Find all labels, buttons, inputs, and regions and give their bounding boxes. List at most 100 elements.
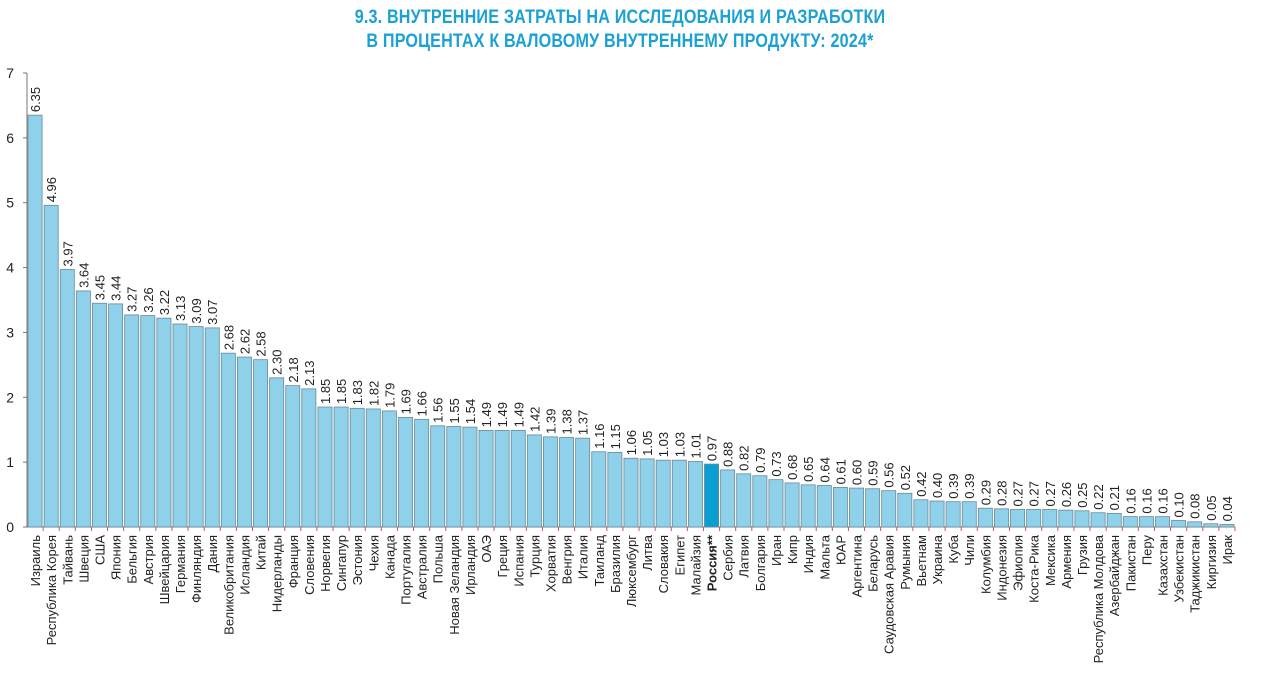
bar: [1106, 512, 1122, 528]
bar: [172, 323, 188, 528]
data-label: 3.22: [157, 290, 172, 315]
category-label: Канада: [382, 534, 397, 579]
data-label: 1.49: [495, 402, 510, 427]
category-label: Греция: [495, 535, 510, 578]
bar: [75, 290, 91, 528]
category-label: Швейцария: [157, 535, 172, 604]
category-label: Таиланд: [592, 535, 607, 587]
category-label: Италия: [576, 535, 591, 579]
bar: [253, 359, 268, 528]
data-label: 1.82: [366, 381, 381, 406]
data-label: 1.55: [447, 398, 462, 423]
category-label: Мальта: [817, 534, 832, 579]
bar: [108, 303, 124, 528]
bar: [1042, 509, 1058, 528]
bar: [478, 429, 494, 528]
category-label: США: [92, 535, 107, 565]
category-label: Исландия: [237, 535, 252, 595]
bar: [365, 408, 381, 528]
data-label: 0.56: [882, 462, 897, 487]
bar: [832, 487, 848, 528]
chart-title-line-2: В ПРОЦЕНТАХ К ВАЛОВОМУ ВНУТРЕННЕМУ ПРОДУ…: [366, 31, 874, 52]
category-label: Португалия: [399, 535, 414, 605]
category-label: Болгария: [753, 535, 768, 591]
data-label: 0.60: [849, 460, 864, 485]
data-label: 0.82: [737, 446, 752, 471]
category-label: Колумбия: [978, 535, 993, 594]
category-label: Румыния: [898, 535, 913, 590]
data-label: 1.49: [511, 402, 526, 427]
category-label: Сербия: [721, 535, 736, 581]
data-label: 3.07: [205, 300, 220, 325]
data-label: 6.35: [28, 87, 43, 112]
data-label: 1.38: [560, 409, 575, 434]
category-label: Узбекистан: [1172, 535, 1187, 603]
data-label: 0.16: [1156, 488, 1171, 513]
y-tick-label: 6: [6, 130, 14, 146]
category-label: Швеция: [76, 535, 91, 583]
bar: [543, 436, 558, 528]
data-label: 1.69: [399, 389, 414, 414]
y-tick-label: 5: [6, 195, 14, 211]
data-label: 1.06: [624, 430, 639, 455]
data-label: 1.66: [415, 391, 430, 416]
data-label: 1.79: [382, 383, 397, 408]
category-label: Турция: [527, 535, 542, 578]
category-label: Израиль: [28, 535, 43, 587]
bar: [607, 452, 623, 528]
bar: [784, 482, 800, 528]
data-label: 1.54: [463, 399, 478, 424]
category-label: Франция: [286, 535, 301, 588]
bar: [1090, 512, 1106, 528]
category-label: Таджикистан: [1188, 535, 1203, 613]
category-label: Республика Молдова: [1091, 534, 1106, 663]
bar: [945, 501, 961, 528]
bar: [1155, 516, 1170, 528]
bar: [124, 314, 140, 528]
data-label: 0.73: [769, 451, 784, 476]
data-label: 3.45: [92, 275, 107, 300]
data-label: 0.22: [1091, 484, 1106, 509]
bar: [269, 377, 285, 528]
category-label: Азербайджан: [1107, 535, 1122, 616]
bar: [1219, 524, 1235, 528]
bar: [994, 508, 1009, 528]
data-label: 0.28: [994, 481, 1009, 506]
bar: [236, 356, 252, 528]
category-label: Ирландия: [463, 535, 478, 595]
bar: [800, 484, 816, 528]
category-label: Латвия: [737, 535, 752, 578]
category-label: Китай: [254, 535, 269, 570]
data-label: 0.88: [721, 442, 736, 467]
category-label: Эфиопия: [1011, 535, 1026, 591]
category-label: Коста-Рика: [1027, 534, 1042, 603]
category-label: Армения: [1059, 535, 1074, 589]
bar: [559, 437, 575, 528]
category-label: Саудовская Аравия: [882, 535, 897, 654]
bar: [639, 458, 655, 528]
bar: [1026, 509, 1042, 528]
data-label: 0.10: [1172, 492, 1187, 517]
y-tick-label: 3: [6, 324, 14, 340]
y-tick-label: 0: [6, 519, 14, 535]
data-label: 0.27: [1027, 481, 1042, 506]
data-label: 1.42: [527, 407, 542, 432]
category-label: Хорватия: [543, 535, 558, 592]
category-label: Беларусь: [866, 535, 881, 592]
category-label: Бельгия: [125, 535, 140, 584]
bar: [575, 437, 591, 528]
category-label: Кипр: [785, 535, 800, 564]
bar: [446, 426, 462, 528]
category-label: Пакистан: [1123, 535, 1138, 591]
bar: [591, 451, 607, 528]
category-label: Люксембург: [624, 535, 639, 607]
y-tick-label: 2: [6, 389, 14, 405]
data-label: 0.25: [1075, 482, 1090, 507]
bar: [349, 407, 365, 528]
data-label: 3.64: [76, 263, 91, 288]
category-label: ЮАР: [833, 535, 848, 565]
bar: [1171, 520, 1187, 528]
bar: [526, 434, 542, 528]
bar: [381, 410, 397, 528]
